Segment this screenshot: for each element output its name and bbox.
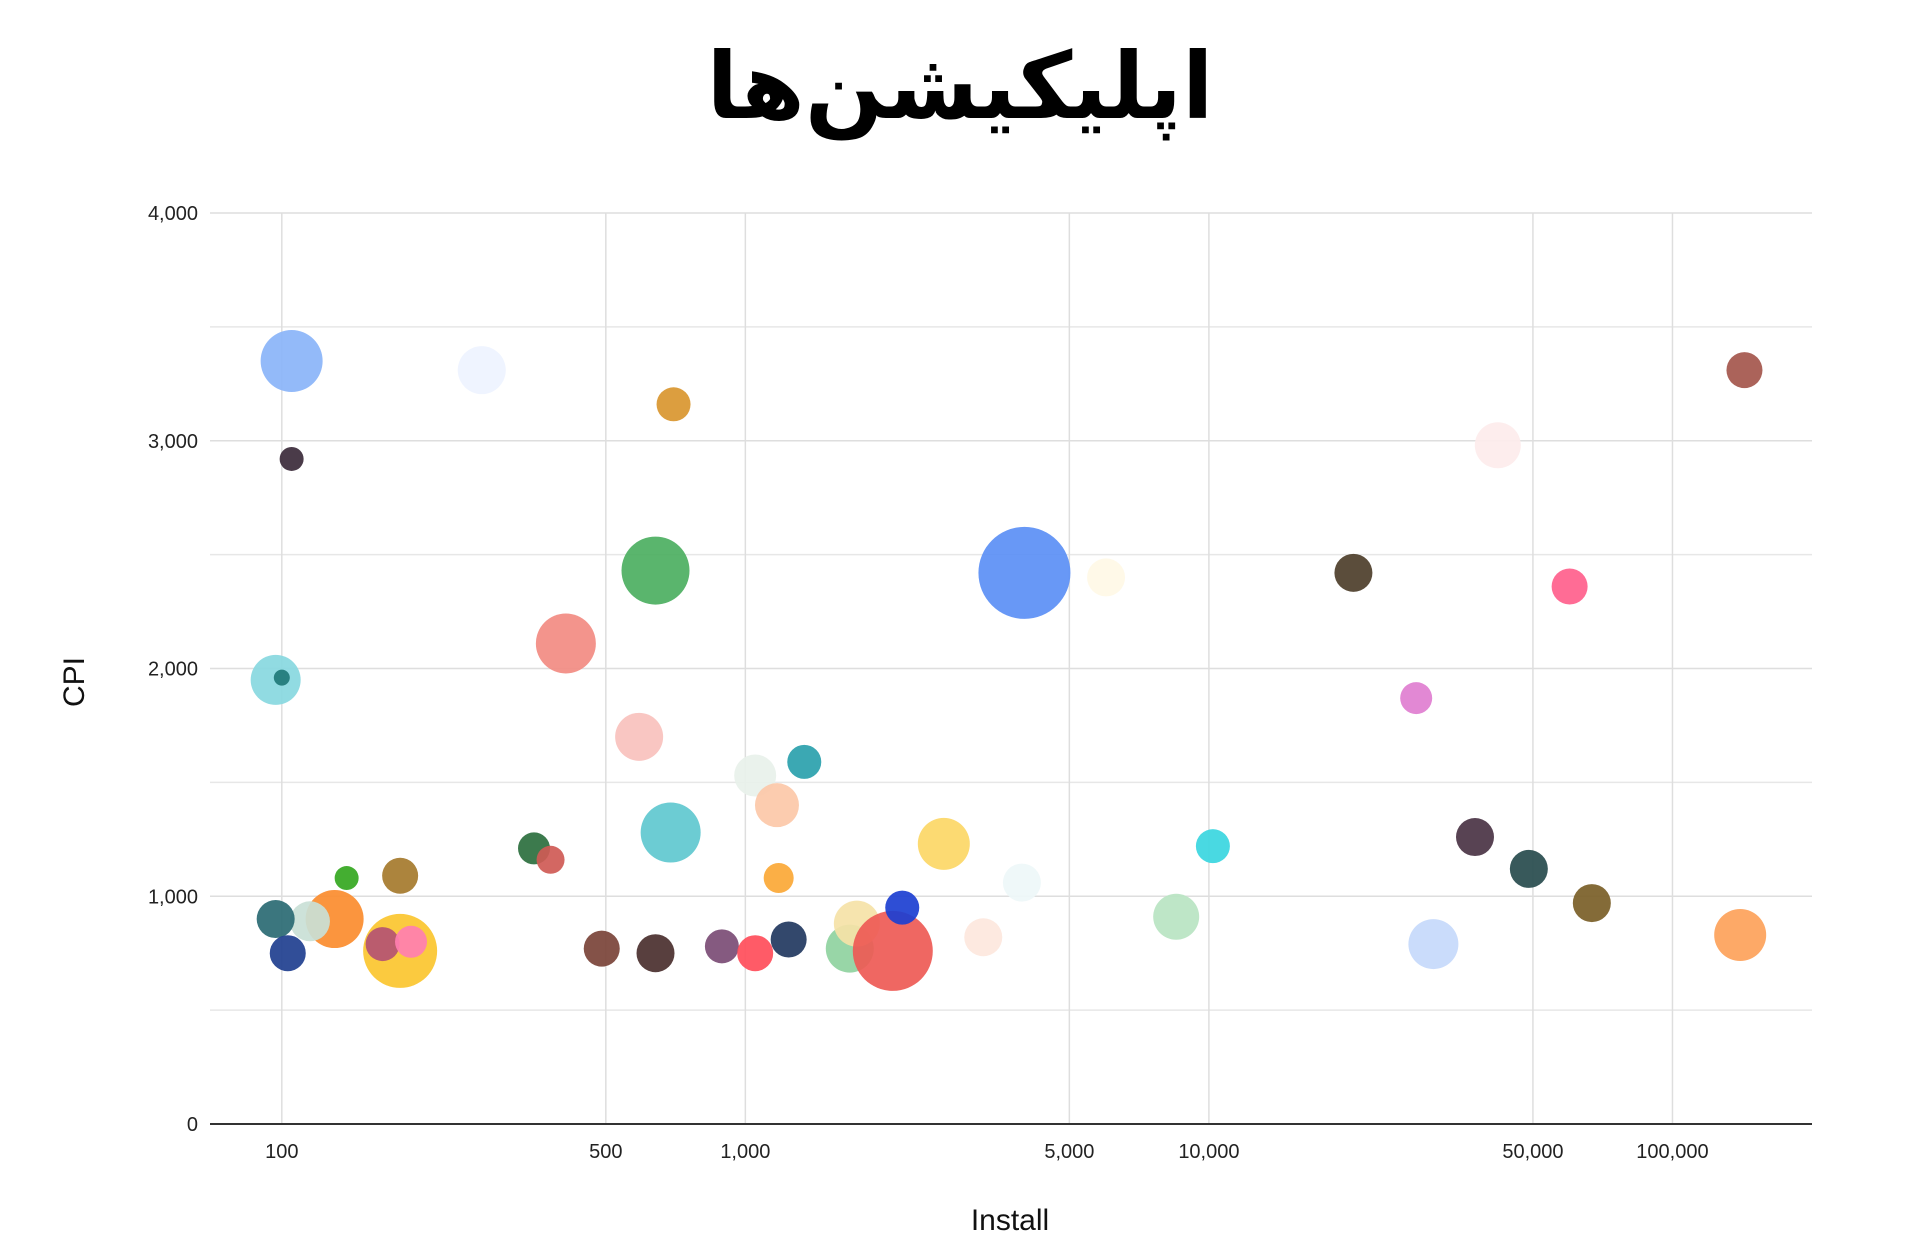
bubble-point <box>763 863 794 894</box>
bubble-point <box>978 526 1071 619</box>
y-tick-label: 0 <box>187 1114 198 1136</box>
bubble-point <box>1509 849 1548 888</box>
bubble-point <box>852 910 933 991</box>
grid-lines <box>210 212 1812 1124</box>
bubble-point <box>621 536 690 605</box>
bubble-point <box>1474 422 1521 469</box>
bubble-point <box>535 613 596 674</box>
bubble-point <box>1726 352 1763 389</box>
bubble-point <box>395 925 428 958</box>
bubble-point <box>269 935 306 972</box>
bubble-point <box>1153 893 1200 940</box>
bubble-point <box>457 346 506 395</box>
bubble-point <box>583 930 620 967</box>
bubble-point <box>279 446 304 471</box>
bubble-point <box>1455 818 1494 857</box>
bubble-point <box>917 817 970 870</box>
bubble-point <box>1572 884 1611 923</box>
bubble-point <box>656 387 691 422</box>
bubble-point <box>536 845 565 874</box>
bubble-point <box>787 744 822 779</box>
x-tick-label: 10,000 <box>1178 1141 1239 1163</box>
bubble-point <box>964 918 1003 957</box>
bubble-point <box>1714 908 1767 961</box>
bubble-point <box>1087 558 1126 597</box>
bubble-point <box>256 900 295 939</box>
bubble-point <box>1195 829 1230 864</box>
y-tick-label: 2,000 <box>148 659 198 681</box>
bubble-point <box>1002 863 1041 902</box>
bubble-point <box>1551 568 1588 605</box>
bubble-point <box>1408 919 1459 970</box>
x-tick-label: 100 <box>265 1141 298 1163</box>
bubble-point <box>885 890 920 925</box>
x-tick-label: 500 <box>589 1141 622 1163</box>
bubble-point <box>615 712 664 761</box>
chart-title: اپلیکیشن‌ها <box>707 33 1214 141</box>
bubble-point <box>704 929 739 964</box>
bubble-point <box>640 802 701 863</box>
bubble-point <box>289 901 330 942</box>
bubble-point <box>334 866 359 891</box>
y-tick-label: 4,000 <box>148 203 198 225</box>
bubble-point <box>365 927 400 962</box>
y-axis-label: CPI <box>58 657 91 707</box>
x-axis-label: Install <box>971 1204 1049 1237</box>
y-tick-label: 1,000 <box>148 886 198 908</box>
bubble-point <box>382 857 419 894</box>
x-tick-label: 1,000 <box>720 1141 770 1163</box>
y-tick-label: 3,000 <box>148 431 198 453</box>
bubble-point <box>260 330 323 393</box>
tick-labels: 0 1,000 2,000 3,000 4,000 100 500 1,000 5,000 10,… <box>148 203 1709 1163</box>
x-tick-label: 100,000 <box>1636 1141 1708 1163</box>
x-tick-label: 50,000 <box>1502 1141 1563 1163</box>
bubble-point <box>734 754 777 797</box>
bubble-point <box>754 783 799 828</box>
bubble-point <box>636 934 675 973</box>
bubble-point <box>1334 553 1373 592</box>
x-tick-label: 5,000 <box>1044 1141 1094 1163</box>
bubbles <box>250 330 1767 991</box>
bubble-point <box>737 935 774 972</box>
bubble-point <box>770 921 807 958</box>
bubble-point <box>1400 682 1433 715</box>
bubble-point <box>273 669 290 686</box>
